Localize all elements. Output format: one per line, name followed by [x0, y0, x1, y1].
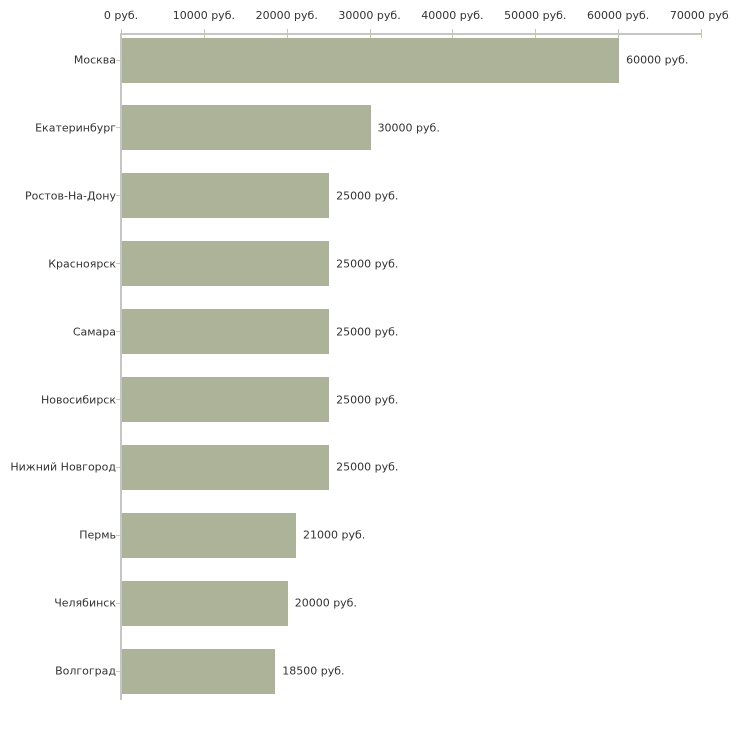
x-axis-tick	[452, 29, 454, 38]
category-label: Самара	[72, 325, 116, 338]
category-tick	[116, 59, 121, 61]
category-label: Челябинск	[54, 596, 116, 610]
bar	[122, 648, 276, 694]
bar	[122, 512, 296, 558]
x-axis-tick-label: 10000 руб.	[172, 9, 235, 22]
category-tick	[116, 263, 121, 265]
value-label: 25000 руб.	[336, 325, 399, 338]
value-label: 25000 руб.	[336, 460, 399, 474]
category-label: Волгоград	[55, 664, 116, 678]
x-axis-tick	[618, 29, 620, 38]
x-axis-tick-label: 60000 руб.	[587, 9, 650, 22]
x-axis-tick	[369, 29, 371, 38]
category-label: Москва	[73, 53, 116, 67]
category-tick	[116, 127, 121, 129]
value-label: 21000 руб.	[303, 528, 366, 542]
category-label: Красноярск	[48, 257, 116, 271]
category-label: Екатеринбург	[35, 121, 116, 135]
category-label: Пермь	[79, 528, 116, 542]
value-label: 30000 руб.	[377, 121, 440, 135]
bar	[122, 444, 330, 490]
category-label: Нижний Новгород	[10, 460, 116, 474]
category-label: Ростов-На-Дону	[24, 189, 116, 203]
x-axis-tick	[121, 29, 122, 38]
x-axis-tick-label: 40000 руб.	[421, 9, 484, 22]
value-label: 25000 руб.	[336, 392, 399, 406]
value-label: 60000 руб.	[626, 53, 689, 67]
category-tick	[116, 195, 121, 197]
y-axis-line	[120, 33, 122, 700]
value-label: 18500 руб.	[282, 664, 345, 678]
x-axis-tick-label: 70000 руб.	[669, 9, 730, 22]
x-axis-line	[121, 33, 701, 35]
bar	[122, 173, 330, 219]
x-axis-tick	[286, 29, 288, 38]
x-axis-tick-label: 30000 руб.	[338, 9, 401, 22]
bar	[122, 377, 330, 422]
value-label: 20000 руб.	[294, 596, 357, 610]
x-axis-tick	[701, 29, 702, 38]
category-tick	[116, 534, 121, 536]
x-axis-tick-label: 0 руб.	[103, 9, 139, 22]
x-axis-tick-label: 20000 руб.	[255, 9, 318, 22]
bar	[122, 37, 620, 83]
category-tick	[116, 670, 121, 672]
value-label: 25000 руб.	[336, 189, 399, 203]
x-axis-tick	[535, 29, 537, 38]
x-axis-tick	[203, 29, 205, 38]
bar	[122, 309, 330, 355]
value-label: 25000 руб.	[336, 257, 399, 271]
category-tick	[116, 399, 121, 400]
x-axis-tick-label: 50000 руб.	[504, 9, 567, 22]
bar	[122, 105, 371, 151]
category-label: Новосибирск	[40, 392, 116, 406]
category-tick	[116, 331, 121, 333]
category-tick	[116, 602, 121, 604]
bar	[122, 580, 288, 626]
category-tick	[116, 466, 121, 468]
bar	[122, 241, 330, 287]
